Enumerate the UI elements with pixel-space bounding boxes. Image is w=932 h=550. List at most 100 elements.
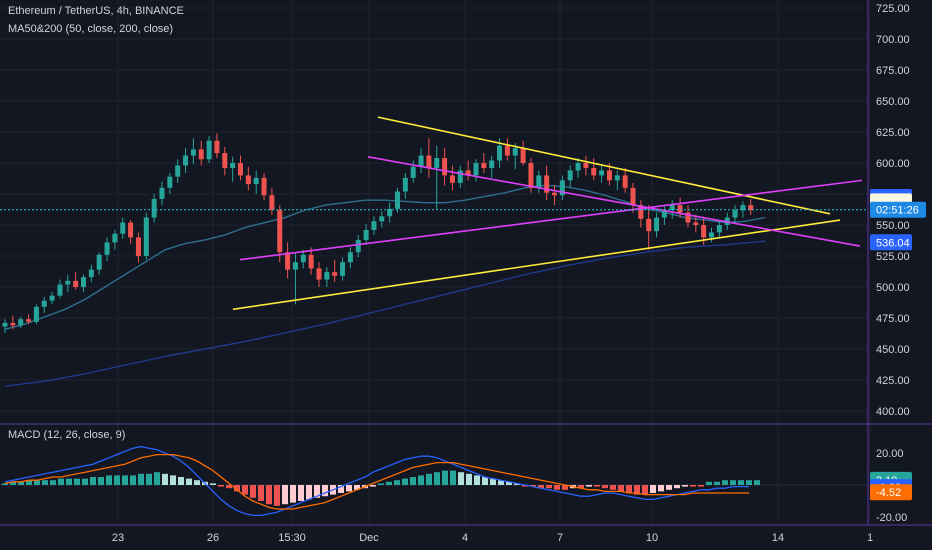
candle-body[interactable] [591,167,597,176]
candle-body[interactable] [41,300,47,307]
candle-body[interactable] [112,233,118,243]
candle-body[interactable] [685,212,691,223]
candle-body[interactable] [324,272,330,280]
candle-body[interactable] [206,140,212,160]
candle-body[interactable] [49,295,55,301]
candle-body[interactable] [473,163,479,176]
candle-body[interactable] [300,254,306,263]
candle-body[interactable] [277,210,283,253]
candle-body[interactable] [442,158,448,176]
candle-body[interactable] [222,153,228,168]
trendline[interactable] [239,179,863,261]
candle-body[interactable] [630,187,636,206]
candle-body[interactable] [677,205,683,213]
candle-body[interactable] [340,262,346,276]
candle-body[interactable] [481,163,487,168]
candle-body[interactable] [332,272,338,276]
candle-body[interactable] [497,145,503,161]
candle-body[interactable] [96,254,102,270]
candle-body[interactable] [26,319,32,322]
candle-body[interactable] [198,149,204,160]
candle-body[interactable] [395,191,400,209]
candle-body[interactable] [151,198,157,218]
candle-body[interactable] [292,262,298,270]
trendline[interactable] [377,116,831,215]
candle-body[interactable] [693,222,699,225]
candle-body[interactable] [214,140,220,154]
candle-body[interactable] [2,322,8,327]
candle-body[interactable] [88,269,94,278]
trendline[interactable] [232,219,841,311]
candle-body[interactable] [355,239,361,253]
candle-body[interactable] [143,217,149,256]
candle-body[interactable] [520,148,526,163]
candle-body[interactable] [238,163,243,176]
ma-legend[interactable]: MA50&200 (50, close, 200, close) [8,23,174,35]
candle-body[interactable] [57,284,63,296]
candle-body[interactable] [654,217,660,232]
candle-body[interactable] [489,160,495,168]
candle-body[interactable] [418,155,424,167]
trendlines[interactable] [232,116,863,311]
candle-body[interactable] [536,175,542,188]
candle-body[interactable] [245,175,251,185]
candle-body[interactable] [559,180,565,196]
candle-body[interactable] [606,170,612,181]
candle-body[interactable] [599,170,605,176]
candle-body[interactable] [457,170,463,183]
candle-body[interactable] [167,176,173,188]
macd-legend[interactable]: MACD (12, 26, close, 9) [8,429,126,441]
candle-body[interactable] [104,242,110,255]
candle-body[interactable] [504,145,510,156]
candle-body[interactable] [402,177,408,192]
candle-body[interactable] [552,192,557,196]
candle-body[interactable] [371,221,377,230]
candle-body[interactable] [387,208,393,217]
candle-body[interactable] [669,205,675,211]
candle-body[interactable] [740,205,746,211]
candle-body[interactable] [528,163,534,188]
candle-body[interactable] [253,177,259,185]
candle-body[interactable] [81,277,86,287]
candle-body[interactable] [308,254,314,269]
candle-body[interactable] [646,218,652,232]
candle-body[interactable] [18,319,24,326]
candle-body[interactable] [128,222,134,238]
candle-body[interactable] [316,268,322,280]
candle-body[interactable] [183,155,189,166]
candle-body[interactable] [512,148,518,156]
candle-body[interactable] [175,165,181,177]
candle-body[interactable] [73,280,79,287]
trendline[interactable] [367,156,861,247]
candle-body[interactable] [583,163,589,168]
candle-body[interactable] [159,187,165,199]
candle-body[interactable] [732,210,738,218]
candle-body[interactable] [638,205,644,219]
candle-body[interactable] [622,175,628,188]
candle-body[interactable] [544,175,550,193]
candle-body[interactable] [709,232,714,238]
candle-body[interactable] [567,170,573,181]
candle-body[interactable] [135,237,141,256]
candle-body[interactable] [10,322,16,326]
candle-body[interactable] [614,175,620,181]
candle-body[interactable] [363,229,369,240]
candle-body[interactable] [575,163,581,171]
candle-body[interactable] [701,225,707,238]
candle-body[interactable] [661,210,667,218]
candle-body[interactable] [190,149,196,156]
candle-body[interactable] [347,252,353,263]
candle-body[interactable] [465,170,471,176]
candle-body[interactable] [748,205,754,211]
candle-body[interactable] [230,163,236,168]
candle-body[interactable] [261,177,267,196]
candle-body[interactable] [716,225,722,233]
candle-body[interactable] [449,175,455,183]
symbol-legend[interactable]: Ethereum / TetherUS, 4h, BINANCE [8,5,184,17]
candle-body[interactable] [285,252,291,270]
candle-body[interactable] [379,216,385,222]
candle-body[interactable] [120,222,126,234]
candle-body[interactable] [33,306,39,322]
candle-body[interactable] [269,195,275,211]
